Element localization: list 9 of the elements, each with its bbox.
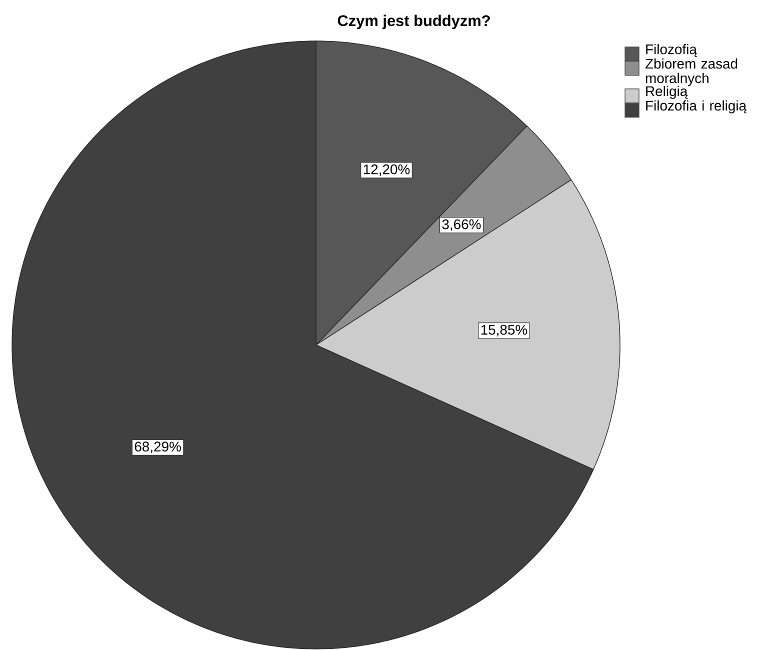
data-label: 3,66% xyxy=(442,219,481,231)
data-label: 68,29% xyxy=(134,442,181,454)
legend-label: Zbiorem zasad moralnych xyxy=(645,58,738,86)
data-label: 12,20% xyxy=(364,164,410,176)
data-label: 15,85% xyxy=(481,324,528,336)
chart-title: Czym jest buddyzm? xyxy=(338,14,490,30)
legend-label: Filozofią xyxy=(646,44,697,58)
legend-label: Filozofia i religią xyxy=(646,100,747,114)
legend-label: Religią xyxy=(646,86,688,99)
